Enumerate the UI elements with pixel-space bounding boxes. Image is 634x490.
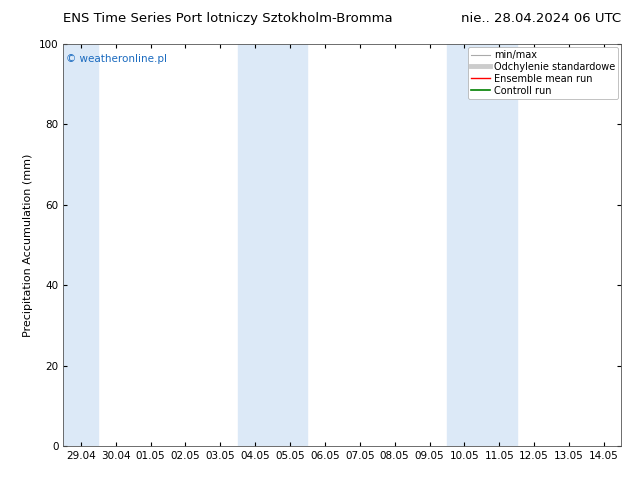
Bar <box>238 44 307 446</box>
Y-axis label: Precipitation Accumulation (mm): Precipitation Accumulation (mm) <box>23 153 34 337</box>
Legend: min/max, Odchylenie standardowe, Ensemble mean run, Controll run: min/max, Odchylenie standardowe, Ensembl… <box>468 47 618 98</box>
Text: ENS Time Series Port lotniczy Sztokholm-Bromma: ENS Time Series Port lotniczy Sztokholm-… <box>63 12 393 25</box>
Bar <box>63 44 98 446</box>
Text: © weatheronline.pl: © weatheronline.pl <box>66 54 167 64</box>
Bar <box>447 44 517 446</box>
Text: nie.. 28.04.2024 06 UTC: nie.. 28.04.2024 06 UTC <box>461 12 621 25</box>
